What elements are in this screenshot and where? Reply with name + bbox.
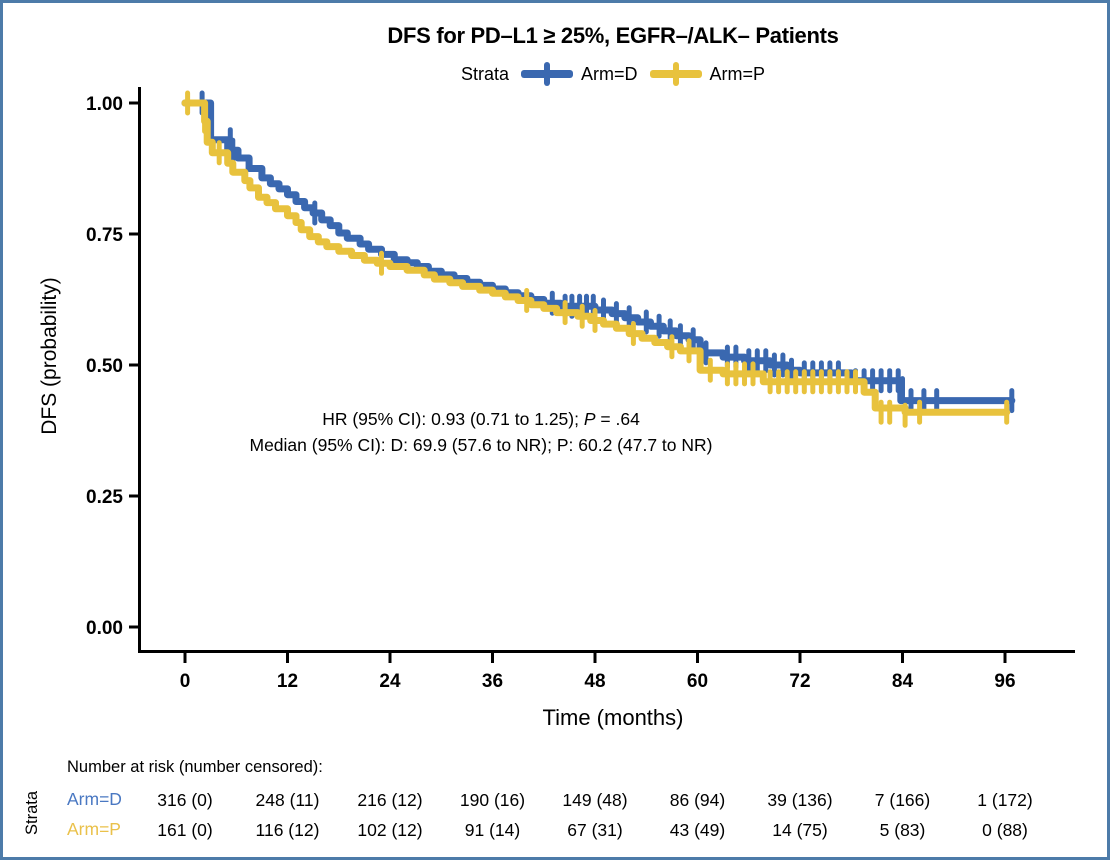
x-tick-label: 12 xyxy=(277,671,298,692)
x-tick-label: 72 xyxy=(789,671,810,692)
km-plot: 1.00 0.75 0.50 0.25 0.00 0 12 24 36 48 60 72 84 96 xyxy=(86,87,1075,692)
risk-value: 39 (136) xyxy=(767,790,833,810)
risk-row-label-arm-p: Arm=P xyxy=(67,819,121,839)
x-tick-label: 60 xyxy=(687,671,708,692)
risk-value: 86 (94) xyxy=(669,790,726,810)
legend-item-label: Arm=D xyxy=(581,63,638,84)
risk-value: 161 (0) xyxy=(157,820,213,840)
legend-key-arm-p-icon xyxy=(649,61,702,87)
y-tick-label: 0.75 xyxy=(86,225,123,246)
y-tick-label: 1.00 xyxy=(86,94,123,115)
legend-label: Strata xyxy=(460,63,509,84)
x-tick-label: 0 xyxy=(180,671,191,692)
stats-annotation: HR (95% CI): 0.93 (0.71 to 1.25); P = .6… xyxy=(151,406,811,458)
risk-value: 190 (16) xyxy=(459,790,526,810)
legend-key-cross xyxy=(544,62,550,86)
risk-value: 43 (49) xyxy=(669,820,726,840)
risk-value: 7 (166) xyxy=(874,790,931,810)
risk-value: 67 (31) xyxy=(567,820,623,840)
x-tick-label: 36 xyxy=(482,671,503,692)
legend-item-arm-p: Arm=P xyxy=(649,61,766,87)
risk-table-strata-label: Strata xyxy=(23,790,41,836)
legend: Strata Arm=D Arm=P xyxy=(143,61,1083,87)
curve-arm-p xyxy=(181,99,1011,416)
risk-value: 91 (14) xyxy=(464,820,521,840)
risk-value: 5 (83) xyxy=(879,820,926,840)
y-axis-label: DFS (probability) xyxy=(38,277,61,435)
y-tick-label: 0.00 xyxy=(86,618,123,639)
x-tick-label: 24 xyxy=(379,671,401,692)
legend-item-label: Arm=P xyxy=(709,63,766,84)
x-tick-label: 48 xyxy=(584,671,605,692)
y-tick-label: 0.50 xyxy=(86,356,123,377)
risk-row-label-arm-d: Arm=D xyxy=(67,789,122,809)
legend-item-arm-d: Arm=D xyxy=(521,61,638,87)
risk-value: 1 (172) xyxy=(977,790,1033,810)
median-annotation: Median (95% CI): D: 69.9 (57.6 to NR); P… xyxy=(249,435,713,455)
legend-key-cross xyxy=(672,62,679,86)
legend-key-arm-d-icon xyxy=(521,61,573,87)
risk-value: 216 (12) xyxy=(357,790,423,810)
y-tick-label: 0.25 xyxy=(86,487,123,508)
x-axis-label: Time (months) xyxy=(542,705,684,730)
risk-value: 149 (48) xyxy=(562,790,628,810)
censor-marks-arm-p xyxy=(185,90,1010,428)
risk-value: 316 (0) xyxy=(157,790,213,810)
risk-value: 248 (11) xyxy=(255,790,320,810)
risk-table-header: Number at risk (number censored): xyxy=(67,758,323,776)
risk-value: 102 (12) xyxy=(357,820,423,840)
risk-value: 0 (88) xyxy=(982,820,1028,840)
chart-title: DFS for PD–L1 ≥ 25%, EGFR–/ALK– Patients xyxy=(387,23,839,48)
hr-annotation: HR (95% CI): 0.93 (0.71 to 1.25); P = .6… xyxy=(322,409,640,429)
curve-arm-d xyxy=(181,99,1016,405)
p-value-italic: P xyxy=(583,409,596,429)
censor-marks-arm-d xyxy=(199,90,1015,414)
risk-value: 14 (75) xyxy=(772,820,828,840)
x-tick-label: 96 xyxy=(994,671,1015,692)
risk-value: 116 (12) xyxy=(255,820,320,840)
x-tick-label: 84 xyxy=(892,671,914,692)
